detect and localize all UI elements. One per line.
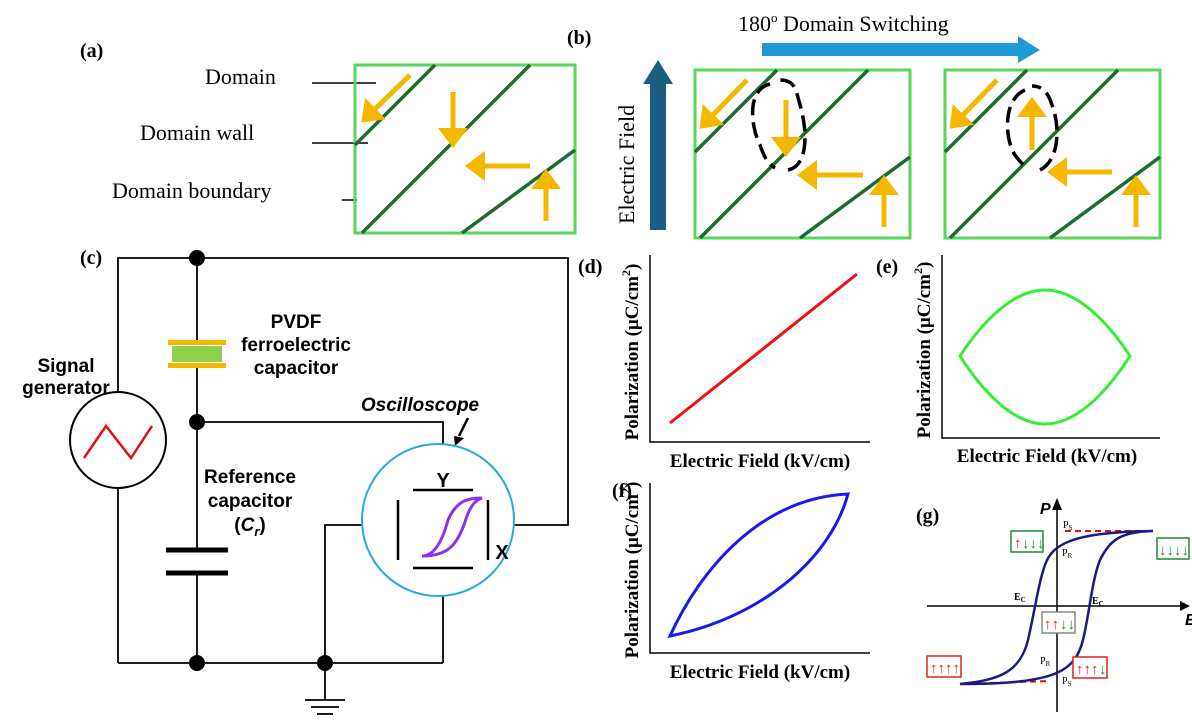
domain-state-mixed-top: ↑ ↓↓↓ bbox=[1010, 530, 1045, 553]
plot-axes bbox=[941, 255, 1160, 439]
x-channel-label: X bbox=[495, 542, 509, 564]
plot-axes bbox=[649, 255, 870, 443]
scope-hysteresis-trace bbox=[421, 496, 483, 558]
pr-bottom-label: PR bbox=[1040, 656, 1051, 668]
domain-state-mixed-bottom: ↑↑↑ ↓ bbox=[1072, 656, 1108, 679]
panel-label-c: (c) bbox=[80, 247, 102, 269]
switching-arrow bbox=[762, 36, 1040, 63]
y-axis-label: Polarization (μC/cm2) bbox=[619, 482, 643, 659]
circuit-node bbox=[189, 250, 205, 266]
reference-label-line2: capacitor bbox=[208, 491, 293, 512]
domain-box-before bbox=[693, 68, 912, 240]
ec-right-label: EC bbox=[1092, 596, 1104, 608]
circuit-nodes bbox=[189, 250, 333, 671]
domain-box-a bbox=[353, 63, 577, 235]
domain-state-half: ↑↑ ↓↓ bbox=[1041, 611, 1076, 634]
panel-a: (a) Domain Domain wall Domain boundary bbox=[80, 40, 577, 235]
label-domain-boundary: Domain boundary bbox=[112, 178, 271, 203]
ps-top-label: PS bbox=[1063, 520, 1073, 532]
linear-polarization-curve bbox=[669, 272, 858, 425]
switching-title: 180o Domain Switching bbox=[738, 10, 949, 36]
domain-state-all-down: ↓↓↓↓ bbox=[1156, 537, 1190, 560]
panel-label-d: (d) bbox=[578, 256, 602, 278]
domain-wall-line bbox=[460, 148, 577, 235]
triangle-wave-icon bbox=[82, 423, 154, 461]
switching-region-outline bbox=[750, 78, 807, 172]
y-axis-label: Polarization (μC/cm2) bbox=[911, 262, 935, 439]
panel-g-hysteresis: (g) P E PS PR EC EC PR PS ↑ ↓↓↓ ↓↓↓↓ ↑↑ … bbox=[916, 498, 1192, 712]
domain-wall-line bbox=[693, 68, 779, 154]
domain-wall-line bbox=[353, 63, 437, 147]
panel-label-a: (a) bbox=[80, 40, 103, 62]
reference-label-line1: Reference bbox=[204, 467, 296, 488]
panel-f-lossy-dielectric: (f) Polarization (μC/cm2) Electric Field… bbox=[612, 480, 870, 683]
paraelectric-loop-curve bbox=[958, 288, 1132, 426]
x-axis-label: Electric Field (kV/cm) bbox=[670, 662, 850, 683]
ferroelectric-hysteresis-loop bbox=[959, 529, 1154, 686]
svg-text:↓↓: ↓↓ bbox=[1060, 616, 1075, 633]
oscilloscope-label: Oscilloscope bbox=[361, 395, 480, 416]
pr-top-label: PR bbox=[1062, 548, 1073, 560]
domain-wall-line bbox=[798, 155, 912, 240]
polarization-arrow bbox=[699, 78, 749, 129]
electric-field-arrow bbox=[643, 60, 673, 230]
y-axis-label: Polarization (μC/cm2) bbox=[619, 264, 643, 441]
pvdf-label-line2: ferroelectric bbox=[241, 335, 351, 356]
svg-text:↑↑↑: ↑↑↑ bbox=[1076, 661, 1099, 678]
lossy-loop-curve bbox=[667, 492, 850, 639]
panel-label-g: (g) bbox=[916, 505, 939, 527]
oscilloscope-screen bbox=[361, 443, 515, 597]
domain-box-after bbox=[943, 68, 1162, 240]
circuit-node bbox=[189, 655, 205, 671]
p-axis-label: P bbox=[1040, 501, 1051, 518]
ps-bottom-label: PS bbox=[1062, 676, 1072, 688]
panel-d-linear-dielectric: (d) Polarization (μC/cm2) Electric Field… bbox=[578, 255, 870, 472]
circuit-node bbox=[189, 414, 205, 430]
domain-wall-line bbox=[360, 63, 532, 235]
e-axis-label: E bbox=[1185, 612, 1192, 629]
svg-text:↑↑: ↑↑ bbox=[1044, 616, 1059, 633]
x-axis-label: Electric Field (kV/cm) bbox=[957, 446, 1137, 467]
panel-label-f: (f) bbox=[612, 480, 632, 502]
switching-region-outline bbox=[1005, 84, 1059, 172]
panel-b: (b) 180o Domain Switching Electric Field bbox=[567, 10, 1162, 240]
panel-e-paraelectric: (e) Polarization (μC/cm2) Electric Field… bbox=[876, 255, 1160, 467]
oscilloscope: Oscilloscope Y X bbox=[361, 395, 515, 597]
x-axis-label: Electric Field (kV/cm) bbox=[670, 451, 850, 472]
domain-wall-line bbox=[1048, 155, 1162, 240]
electric-field-label: Electric Field bbox=[614, 105, 639, 224]
domain-wall-line bbox=[948, 68, 1120, 240]
pvdf-label-line1: PVDF bbox=[271, 312, 322, 333]
domain-state-all-up: ↑↑↑↑ bbox=[926, 655, 962, 678]
ec-left-label: EC bbox=[1014, 592, 1026, 604]
reference-capacitor: Reference capacitor (Cr) bbox=[166, 467, 296, 576]
signal-generator: Signal generator bbox=[22, 356, 167, 489]
signal-label-line2: generator bbox=[22, 378, 110, 399]
pvdf-label-line3: capacitor bbox=[254, 358, 339, 379]
panel-label-b: (b) bbox=[567, 27, 591, 49]
pvdf-capacitor: PVDF ferroelectric capacitor bbox=[168, 312, 351, 379]
y-channel-label: Y bbox=[436, 470, 450, 492]
panel-c-circuit: (c) Signal generator bbox=[22, 247, 569, 715]
p-axis-arrowhead bbox=[1052, 498, 1062, 510]
polarization-arrow bbox=[949, 78, 999, 129]
svg-text:↓↓↓: ↓↓↓ bbox=[1022, 535, 1045, 552]
svg-text:↑↑↑↑: ↑↑↑↑ bbox=[930, 660, 960, 677]
e-axis-arrowhead bbox=[1180, 601, 1190, 611]
panel-label-e: (e) bbox=[876, 256, 898, 278]
svg-text:↓: ↓ bbox=[1099, 661, 1107, 678]
label-domain: Domain bbox=[205, 64, 276, 89]
domain-wall-line bbox=[943, 68, 1029, 154]
signal-label-line1: Signal bbox=[37, 356, 94, 377]
circuit-node bbox=[317, 655, 333, 671]
plot-axes bbox=[649, 483, 870, 654]
reference-label-cr: (Cr) bbox=[234, 515, 265, 539]
svg-text:↑: ↑ bbox=[1014, 535, 1022, 552]
oscilloscope-pointer-arrow bbox=[457, 417, 470, 437]
svg-text:↓↓↓↓: ↓↓↓↓ bbox=[1159, 542, 1189, 559]
label-domain-wall: Domain wall bbox=[140, 120, 254, 145]
domain-wall-line bbox=[698, 68, 870, 240]
polarization-arrow bbox=[361, 73, 412, 123]
